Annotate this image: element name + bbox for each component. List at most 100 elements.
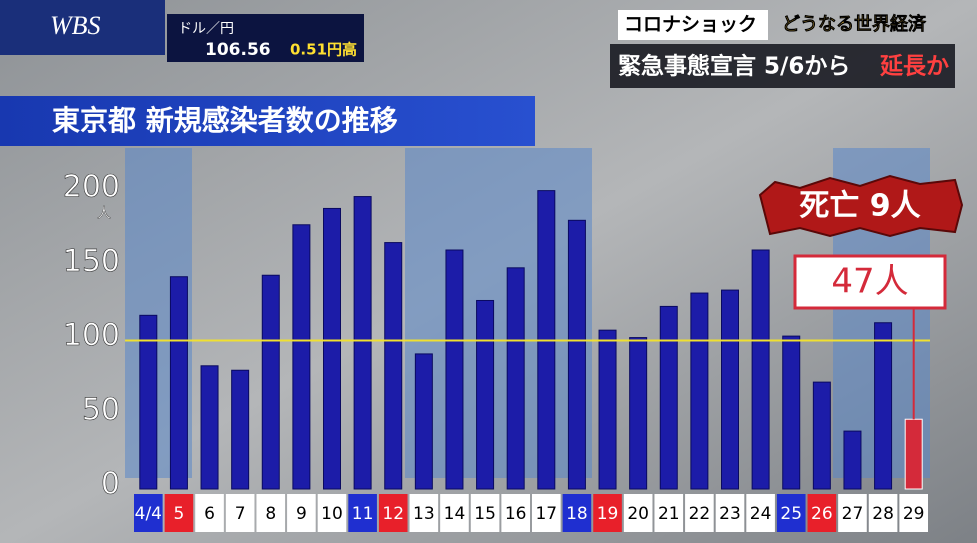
headline-box xyxy=(610,44,955,88)
x-label-box xyxy=(225,494,255,532)
x-label-box xyxy=(746,494,775,532)
x-label-box xyxy=(134,494,163,532)
bar xyxy=(323,207,341,490)
x-label-box xyxy=(470,494,500,532)
x-tick-label: 29 xyxy=(903,504,925,524)
bar xyxy=(659,305,678,490)
x-tick-label: 14 xyxy=(444,504,466,524)
topic-box xyxy=(618,10,768,40)
bar xyxy=(690,292,709,490)
bar xyxy=(782,335,801,490)
bar xyxy=(843,430,862,490)
bar xyxy=(598,329,617,490)
x-label-box xyxy=(440,494,469,532)
bar xyxy=(261,274,280,490)
x-tick-label: 5 xyxy=(174,504,185,524)
x-tick-label: 24 xyxy=(750,504,772,524)
ticker-rate: 106.56 xyxy=(205,40,271,60)
x-tick-label: 16 xyxy=(505,504,527,524)
logo: WBS xyxy=(50,11,101,40)
x-tick-label: 22 xyxy=(689,504,711,524)
x-label-box xyxy=(899,494,928,532)
x-label-box xyxy=(287,494,316,532)
x-tick-label: 15 xyxy=(474,504,496,524)
x-tick-label: 9 xyxy=(296,504,307,524)
bar xyxy=(476,299,495,490)
x-label-box xyxy=(868,494,898,532)
x-label-box xyxy=(256,494,286,532)
x-tick-label: 4/4 xyxy=(135,504,162,524)
logo-box xyxy=(0,0,165,55)
bar xyxy=(231,369,250,490)
ticker-box xyxy=(167,14,364,62)
bar xyxy=(751,249,770,490)
chart-title: 東京都 新規感染者数の推移 xyxy=(52,104,398,137)
bar xyxy=(874,322,893,490)
bar xyxy=(353,196,372,490)
x-label-box xyxy=(838,494,867,532)
ticker-change: 0.51円高 xyxy=(290,41,357,59)
x-tick-label: 18 xyxy=(566,504,588,524)
x-label-box xyxy=(195,494,224,532)
x-label-box xyxy=(715,494,745,532)
highlight-band xyxy=(405,148,592,478)
x-label-box xyxy=(348,494,377,532)
x-tick-label: 12 xyxy=(382,504,404,524)
x-tick-label: 25 xyxy=(780,504,802,524)
x-tick-label: 10 xyxy=(321,504,343,524)
x-tick-label: 6 xyxy=(204,504,215,524)
x-label-box xyxy=(807,494,837,532)
x-tick-label: 23 xyxy=(719,504,741,524)
topic: コロナショック xyxy=(624,14,757,36)
bar xyxy=(506,267,525,490)
bar xyxy=(169,276,188,490)
headline: 緊急事態宣言 5/6から xyxy=(618,53,850,80)
x-tick-label: 20 xyxy=(627,504,649,524)
x-label-box xyxy=(654,494,684,532)
bar xyxy=(629,337,648,490)
x-tick-label: 13 xyxy=(413,504,435,524)
x-tick-label: 7 xyxy=(235,504,246,524)
deaths-badge xyxy=(758,174,964,238)
x-label-box xyxy=(776,494,806,532)
x-tick-label: 19 xyxy=(597,504,619,524)
x-tick-label: 26 xyxy=(811,504,833,524)
x-label-box xyxy=(532,494,561,532)
callout: 47人 xyxy=(831,262,908,302)
x-tick-label: 21 xyxy=(658,504,680,524)
x-tick-label: 17 xyxy=(535,504,557,524)
x-label-box xyxy=(685,494,714,532)
x-label-box xyxy=(562,494,592,532)
x-tick-label: 8 xyxy=(265,504,276,524)
x-label-box xyxy=(378,494,408,532)
x-label-box xyxy=(409,494,439,532)
y-tick-label: 100 xyxy=(63,318,120,353)
title-banner xyxy=(0,96,535,146)
x-label-box xyxy=(501,494,530,532)
x-tick-label: 28 xyxy=(872,504,894,524)
callout-box xyxy=(793,254,947,310)
bar xyxy=(567,219,586,490)
x-label-box xyxy=(164,494,194,532)
y-unit: 人 xyxy=(97,206,111,222)
x-tick-label: 11 xyxy=(352,504,374,524)
bar xyxy=(904,418,923,490)
headline-accent: 延長か xyxy=(879,54,949,80)
x-tick-label: 27 xyxy=(842,504,864,524)
y-tick-label: 150 xyxy=(63,244,120,279)
y-tick-label: 50 xyxy=(82,392,120,427)
x-label-box xyxy=(623,494,653,532)
ticker-label: ドル／円 xyxy=(178,21,234,37)
bar xyxy=(292,224,311,490)
deaths: 死亡 9人 xyxy=(799,189,920,224)
bar xyxy=(384,242,403,490)
bar xyxy=(445,249,464,490)
y-tick-label: 0 xyxy=(101,467,120,502)
subtopic: どうなる世界経済 xyxy=(782,13,927,35)
bar xyxy=(414,353,433,490)
bar xyxy=(200,365,219,490)
bar xyxy=(721,289,739,490)
x-label-box xyxy=(593,494,622,532)
